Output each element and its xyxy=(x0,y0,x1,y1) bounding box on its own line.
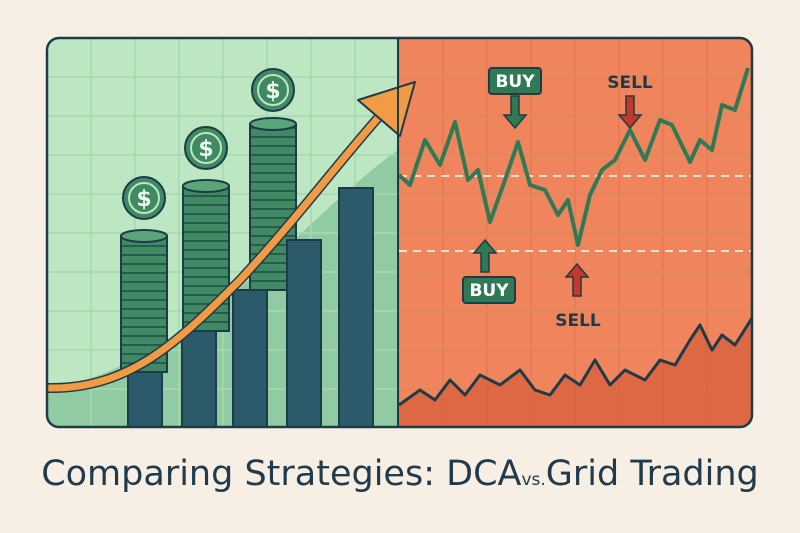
buy-badge xyxy=(488,67,542,95)
title-end: Grid Trading xyxy=(546,454,759,494)
coin-symbol: $ xyxy=(136,187,151,212)
sell-label: SELL xyxy=(607,73,653,93)
bar xyxy=(338,187,374,427)
coin-inner xyxy=(257,74,289,106)
panel xyxy=(47,38,752,427)
coin-top xyxy=(249,117,297,131)
bar xyxy=(286,239,322,427)
buy-label: BUY xyxy=(469,281,509,301)
bar xyxy=(181,330,217,427)
buy-badge xyxy=(462,276,516,304)
arrow xyxy=(47,106,389,392)
bar xyxy=(127,371,163,427)
buy-arrow xyxy=(472,238,498,273)
title: Comparing Strategies: DCAvs.Grid Trading xyxy=(41,454,759,494)
sell-label: SELL xyxy=(555,311,601,331)
coin-inner xyxy=(190,132,222,164)
price-line xyxy=(398,317,752,407)
title-connector: vs. xyxy=(521,470,545,490)
grid-price-line xyxy=(397,67,750,247)
price-area xyxy=(399,318,752,427)
buy-arrow xyxy=(502,95,528,130)
buy-label: BUY xyxy=(495,72,535,92)
coin-symbol: $ xyxy=(265,79,280,104)
coins: $ $ $ xyxy=(122,68,295,220)
bar xyxy=(232,289,268,427)
coin-top xyxy=(182,179,230,193)
arrow-head xyxy=(357,81,416,137)
bars xyxy=(127,187,374,427)
coin-top xyxy=(120,229,168,243)
panel-border xyxy=(45,36,754,429)
title-main: Comparing Strategies: DCA xyxy=(41,454,521,494)
coin-symbol: $ xyxy=(198,137,213,162)
sell-arrow xyxy=(564,262,590,297)
sell-arrow xyxy=(617,95,643,130)
coin-inner xyxy=(128,182,160,214)
